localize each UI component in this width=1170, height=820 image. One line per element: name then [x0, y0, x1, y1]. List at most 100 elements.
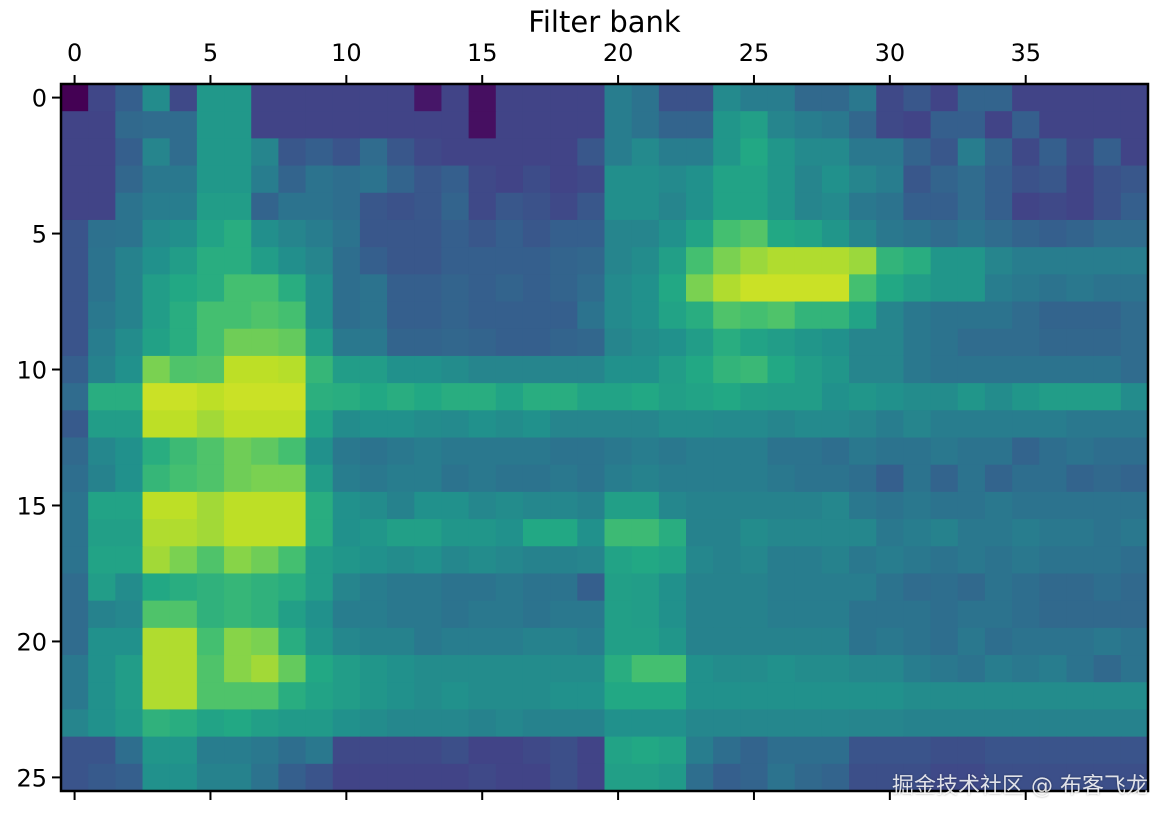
- heatmap-cell: [686, 247, 714, 275]
- heatmap-cell: [169, 192, 198, 221]
- heatmap-cell: [441, 274, 470, 303]
- heatmap-cell: [577, 682, 606, 711]
- heatmap-cell: [604, 138, 633, 167]
- heatmap-cell: [604, 546, 633, 575]
- heatmap-cell: [550, 491, 578, 520]
- heatmap-cell: [821, 491, 850, 520]
- x-axis-title: Filter bank: [528, 5, 681, 39]
- heatmap-cell: [61, 410, 89, 439]
- heatmap-cell: [1039, 355, 1068, 384]
- heatmap-cell: [61, 355, 89, 384]
- heatmap-cell: [1120, 165, 1149, 194]
- heatmap-cell: [1012, 247, 1040, 275]
- heatmap-cell: [251, 328, 279, 357]
- heatmap-cell: [604, 383, 633, 411]
- heatmap-cell: [767, 301, 796, 330]
- heatmap-cell: [169, 84, 198, 112]
- heatmap-cell: [767, 627, 796, 656]
- heatmap-cell: [169, 655, 198, 683]
- heatmap-cell: [767, 491, 796, 520]
- heatmap-cell: [577, 355, 606, 384]
- heatmap-cell: [849, 627, 877, 656]
- heatmap-cell: [550, 247, 578, 275]
- heatmap-cell: [1039, 464, 1068, 493]
- heatmap-cell: [88, 192, 116, 221]
- heatmap-cell: [740, 519, 769, 547]
- heatmap-cell: [550, 84, 578, 112]
- heatmap-cell: [794, 682, 823, 711]
- heatmap-cell: [61, 655, 89, 683]
- heatmap-cell: [713, 219, 741, 248]
- heatmap-cell: [1012, 301, 1040, 330]
- heatmap-cell: [196, 437, 225, 466]
- heatmap-cell: [224, 84, 252, 112]
- heatmap-cell: [984, 682, 1013, 711]
- heatmap-cell: [930, 573, 959, 602]
- heatmap-cell: [495, 709, 524, 738]
- heatmap-cell: [876, 247, 905, 275]
- heatmap-cell: [794, 274, 823, 303]
- heatmap-cell: [903, 709, 932, 738]
- heatmap-cell: [441, 165, 470, 194]
- heatmap-cell: [441, 328, 470, 357]
- heatmap-cell: [767, 763, 796, 792]
- heatmap-cell: [658, 219, 687, 248]
- heatmap-cell: [88, 709, 116, 738]
- heatmap-cell: [305, 165, 334, 194]
- heatmap-cell: [740, 682, 769, 711]
- heatmap-cell: [1066, 655, 1095, 683]
- heatmap-cell: [1039, 600, 1068, 629]
- heatmap-cell: [278, 546, 307, 575]
- heatmap-cell: [115, 84, 144, 112]
- heatmap-cell: [142, 410, 171, 439]
- heatmap-cell: [1120, 111, 1149, 139]
- heatmap-cell: [495, 437, 524, 466]
- heatmap-cell: [767, 709, 796, 738]
- heatmap-cell: [468, 355, 497, 384]
- heatmap-cell: [495, 600, 524, 629]
- heatmap-cell: [794, 355, 823, 384]
- heatmap-cell: [441, 573, 470, 602]
- heatmap-cell: [686, 464, 714, 493]
- heatmap-cell: [1093, 627, 1122, 656]
- heatmap-cell: [196, 682, 225, 711]
- heatmap-cell: [740, 736, 769, 765]
- heatmap-cell: [767, 437, 796, 466]
- heatmap-cell: [196, 464, 225, 493]
- heatmap-cell: [577, 247, 606, 275]
- heatmap-cell: [61, 437, 89, 466]
- heatmap-cell: [468, 165, 497, 194]
- heatmap-cell: [142, 627, 171, 656]
- heatmap-cell: [522, 600, 551, 629]
- heatmap-cell: [1039, 519, 1068, 547]
- heatmap-cell: [224, 519, 252, 547]
- heatmap-cell: [441, 84, 470, 112]
- heatmap-cell: [441, 519, 470, 547]
- heatmap-cell: [577, 219, 606, 248]
- heatmap-cell: [1012, 165, 1040, 194]
- heatmap-cell: [61, 219, 89, 248]
- heatmap-cell: [251, 655, 279, 683]
- heatmap-cell: [767, 546, 796, 575]
- heatmap-cell: [387, 464, 415, 493]
- heatmap-cell: [1039, 383, 1068, 411]
- heatmap-cell: [957, 383, 986, 411]
- heatmap-cell: [1093, 437, 1122, 466]
- heatmap-cell: [196, 519, 225, 547]
- heatmap-cell: [740, 111, 769, 139]
- heatmap-cell: [224, 383, 252, 411]
- heatmap-cell: [550, 573, 578, 602]
- y-tick-label: 25: [16, 764, 47, 792]
- heatmap-cell: [332, 682, 361, 711]
- heatmap-cell: [930, 111, 959, 139]
- heatmap-cell: [169, 355, 198, 384]
- heatmap-cell: [686, 682, 714, 711]
- heatmap-cell: [1120, 736, 1149, 765]
- heatmap-cell: [876, 491, 905, 520]
- heatmap-cell: [658, 355, 687, 384]
- heatmap-cell: [495, 301, 524, 330]
- heatmap-cell: [604, 627, 633, 656]
- heatmap-cell: [88, 165, 116, 194]
- heatmap-cell: [278, 355, 307, 384]
- heatmap-cell: [1039, 437, 1068, 466]
